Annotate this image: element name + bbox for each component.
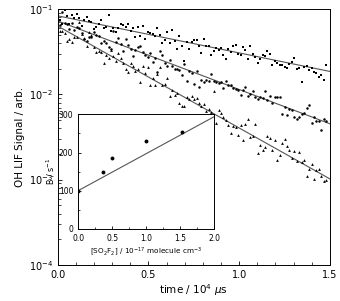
Y-axis label: B / s$^{-1}$: B / s$^{-1}$ — [45, 158, 57, 185]
X-axis label: time / 10$^4$ $\mu$s: time / 10$^4$ $\mu$s — [159, 283, 228, 298]
X-axis label: [SO$_2$F$_2$] / 10$^{-17}$ molecule cm$^{-3}$: [SO$_2$F$_2$] / 10$^{-17}$ molecule cm$^… — [90, 245, 202, 258]
Y-axis label: OH LIF Signal / arb.: OH LIF Signal / arb. — [15, 87, 24, 187]
